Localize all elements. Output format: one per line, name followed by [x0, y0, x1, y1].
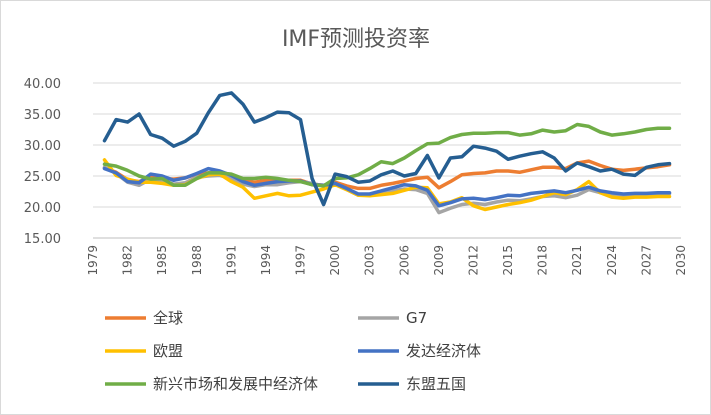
- legend-label-0: 全球: [153, 309, 183, 327]
- chart-title: IMF预测投资率: [282, 27, 430, 52]
- x-tick-label: 1988: [190, 245, 204, 276]
- y-tick-label: 20.00: [24, 201, 61, 216]
- x-tick-label: 2030: [674, 245, 688, 276]
- x-tick-label: 1985: [155, 245, 169, 276]
- x-tick-label: 1994: [259, 245, 273, 276]
- legend-label-5: 东盟五国: [406, 375, 466, 393]
- series-line-5: [102, 91, 672, 207]
- y-tick-label: 15.00: [24, 232, 61, 247]
- x-tick-label: 1991: [224, 245, 238, 276]
- x-tick-label: 2021: [570, 245, 584, 276]
- x-tick-label: 1982: [121, 245, 135, 276]
- x-axis-ticks: 1979 1982 1985 1988 1991 1994 1997 2000 2003 2006…: [86, 245, 688, 276]
- x-tick-label: 2024: [605, 245, 619, 276]
- x-tick-label: 2003: [363, 245, 377, 276]
- x-tick-label: 2009: [432, 245, 446, 276]
- y-tick-label: 40.00: [24, 77, 61, 92]
- y-tick-label: 25.00: [24, 170, 61, 185]
- legend-label-3: 发达经济体: [406, 342, 481, 360]
- x-tick-label: 2018: [536, 245, 550, 276]
- legend-label-2: 欧盟: [153, 342, 183, 360]
- y-axis-ticks: 40.00 35.00 30.00 25.00 20.00 15.00: [24, 77, 61, 247]
- x-tick-label: 2015: [501, 245, 515, 276]
- series-lines: [102, 91, 672, 215]
- y-tick-label: 35.00: [24, 108, 61, 123]
- legend-label-1: G7: [406, 309, 427, 327]
- x-tick-label: 2012: [466, 245, 480, 276]
- legend-label-4: 新兴市场和发展中经济体: [153, 375, 318, 393]
- x-tick-label: 1997: [294, 245, 308, 276]
- x-tick-label: 2006: [397, 245, 411, 276]
- x-tick-label: 2027: [639, 245, 653, 276]
- series-line-4: [102, 122, 672, 188]
- y-tick-label: 30.00: [24, 139, 61, 154]
- x-tick-label: 2000: [328, 245, 342, 276]
- series-line-3: [102, 166, 672, 208]
- x-tick-label: 1979: [86, 245, 100, 276]
